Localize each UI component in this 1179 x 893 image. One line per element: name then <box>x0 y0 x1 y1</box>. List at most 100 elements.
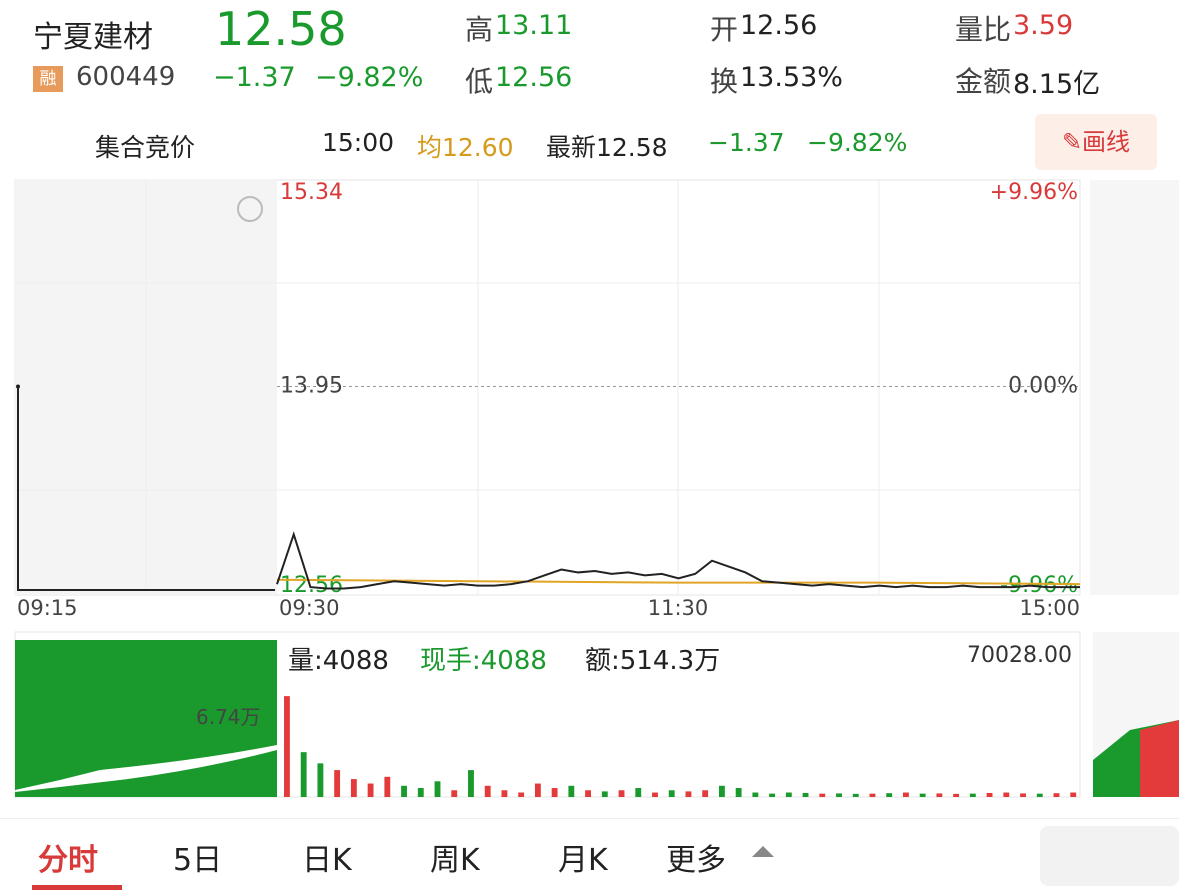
tab[interactable]: 日K <box>302 843 352 878</box>
volume-bar <box>1053 793 1060 797</box>
volume-bar <box>484 785 491 797</box>
volume-bar <box>468 770 474 797</box>
volume-bar <box>518 792 525 797</box>
change: −1.37 <box>213 62 296 93</box>
tab[interactable]: 月K <box>558 843 608 878</box>
avg-line <box>276 578 1081 586</box>
auction-vol: 6.74万 <box>196 705 261 729</box>
volume-bar <box>317 763 324 797</box>
volume-bar <box>668 790 675 797</box>
volume-bar <box>635 788 642 797</box>
stat-label: 金额 <box>955 65 1012 98</box>
help-icon <box>237 196 263 222</box>
price: 12.58 <box>215 2 347 56</box>
bar-change-pct: −9.82% <box>807 128 908 157</box>
volume-bar <box>852 793 859 797</box>
auction-vol-area-2 <box>15 750 277 797</box>
volume-bar <box>350 779 357 797</box>
stat-value: 12.56 <box>740 10 818 41</box>
stat-label: 低 <box>465 65 494 98</box>
volume-bar <box>1036 793 1043 797</box>
volume-bar <box>919 793 926 797</box>
stat-value: 13.53% <box>740 62 843 93</box>
volume-bar <box>534 783 541 797</box>
stat-value: 13.11 <box>495 10 573 41</box>
badge: 融 <box>33 66 63 92</box>
vol: 量:4088 <box>288 646 389 676</box>
stat-value: 12.56 <box>495 62 573 93</box>
volume-bar <box>300 752 307 797</box>
volume-bar <box>769 793 776 797</box>
stock-name: 宁夏建材 <box>33 20 153 55</box>
time-label: 15:00 <box>1019 596 1080 620</box>
volume-bar <box>936 793 943 797</box>
auction-dot <box>16 384 20 389</box>
volume-bar <box>568 785 575 797</box>
more-arrow <box>752 846 774 857</box>
volume-bar <box>785 792 792 797</box>
volume-bar <box>1003 792 1010 797</box>
vol-max: 70028.00 <box>967 643 1072 668</box>
price-tick: 13.95 <box>280 374 343 399</box>
price-line <box>276 531 1080 590</box>
latest: 最新12.58 <box>546 133 668 162</box>
volume-bar <box>434 781 441 797</box>
volume-bar <box>384 776 391 797</box>
volume-bar <box>601 791 608 797</box>
volume-bar <box>718 785 725 797</box>
volume-bar <box>652 792 658 797</box>
right-vol-r <box>1140 720 1179 797</box>
volume-bar <box>585 790 591 797</box>
tab[interactable]: 更多 <box>666 843 726 878</box>
price-tick: 12.56 <box>280 573 343 598</box>
volume-bar <box>501 790 508 797</box>
volume-bar <box>735 788 742 797</box>
volume-bar <box>334 770 341 797</box>
code: 600449 <box>76 62 176 92</box>
draw-button[interactable]: ✎画线 <box>1035 114 1157 170</box>
volume-bar <box>401 785 407 797</box>
stat-value: 3.59 <box>1013 10 1074 41</box>
volume-bar <box>551 788 558 797</box>
bar-change: −1.37 <box>708 128 785 157</box>
pct-tick: +9.96% <box>990 180 1078 205</box>
right-panel <box>1090 180 1179 595</box>
volume-bar <box>685 791 692 797</box>
volume-bar <box>367 783 374 797</box>
time-label: 09:30 <box>279 596 340 620</box>
hand: 现手:4088 <box>420 646 547 676</box>
time-label: 09:15 <box>17 596 78 620</box>
volume-bar <box>752 792 759 797</box>
stat-value: 8.15亿 <box>1013 69 1101 100</box>
volume-bar <box>886 793 893 797</box>
volume-bar <box>1020 793 1026 797</box>
volume-bar <box>618 790 625 797</box>
time: 15:00 <box>322 128 395 157</box>
amount: 额:514.3万 <box>585 646 721 676</box>
tab[interactable]: 5日 <box>173 843 223 878</box>
price-tick: 15.34 <box>280 180 343 205</box>
draw-button-label[interactable]: 画线 <box>1082 128 1131 156</box>
volume-bar <box>702 790 709 797</box>
auction-vol-area <box>15 640 277 790</box>
pct-tick: 0.00% <box>1008 374 1078 399</box>
volume-bar <box>869 793 876 797</box>
volume-bar <box>969 793 976 797</box>
time-label: 11:30 <box>648 596 709 620</box>
auction-line <box>17 386 275 591</box>
tab[interactable]: 分时 <box>38 843 98 878</box>
change-pct: −9.82% <box>315 62 424 93</box>
volume-bar <box>953 793 960 797</box>
volume-bar <box>902 792 909 797</box>
volume-bar <box>819 793 826 797</box>
volume-bar <box>284 696 290 797</box>
stat-label: 开 <box>710 13 739 46</box>
tab-underline <box>32 885 122 890</box>
volume-bar <box>1070 792 1077 797</box>
stat-label: 量比 <box>955 13 1012 46</box>
tab[interactable]: 周K <box>430 843 480 878</box>
volume-bar <box>451 790 458 797</box>
session: 集合竞价 <box>95 133 196 162</box>
